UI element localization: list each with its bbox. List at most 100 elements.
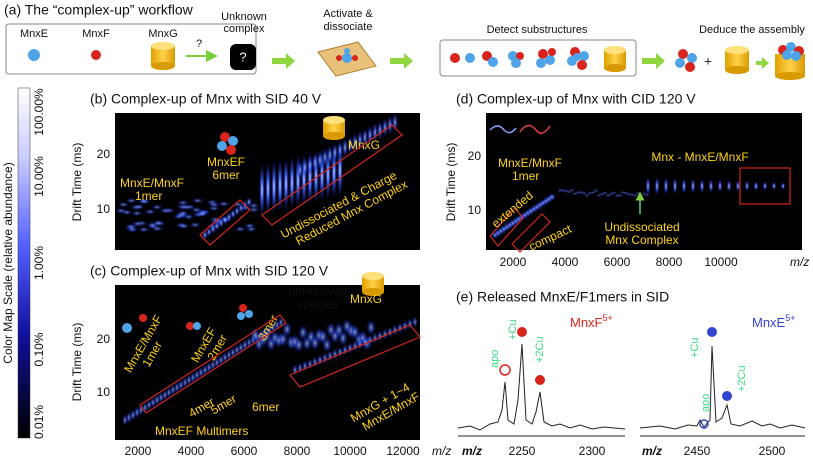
- annotation: Undissociated Mnx Complex: [604, 220, 679, 247]
- intensity-blob: [382, 328, 388, 340]
- intensity-blob: [357, 338, 363, 350]
- x-tick-label: 8000: [284, 444, 311, 458]
- region-outline: [739, 167, 791, 205]
- y-tick-label: 10: [468, 203, 482, 217]
- intensity-blob: [366, 319, 376, 336]
- icon: [186, 322, 194, 330]
- intensity-blob: [569, 188, 575, 193]
- intensity-blob: [654, 176, 660, 196]
- intensity-blob: [681, 177, 687, 195]
- y-tick-label: 20: [468, 149, 482, 163]
- colorbar-tick-label: 0.10%: [32, 332, 46, 366]
- x-tick-label: 10000: [333, 444, 367, 458]
- intensity-blob: [322, 336, 332, 353]
- intensity-blob: [307, 155, 313, 175]
- intensity-blob: [277, 157, 283, 214]
- intensity-blob: [322, 147, 328, 168]
- intensity-blob: [259, 162, 265, 218]
- y-tick-label: 10: [97, 202, 111, 216]
- label: MnxF: [82, 28, 110, 40]
- intensity-blob: [753, 180, 759, 192]
- mnxg-icon: [151, 42, 175, 70]
- activation-plate: [317, 41, 377, 77]
- annotation: +2Cu: [534, 336, 546, 363]
- intensity-blob: [317, 150, 323, 170]
- panel-title: (c) Complex-up of Mnx with SID 120 V: [90, 263, 329, 279]
- input-box: [5, 23, 257, 75]
- intensity-blob: [297, 160, 303, 180]
- intensity-blob: [312, 356, 318, 368]
- arrow: [390, 53, 413, 69]
- colorbar: Color Map Scale (relative abundance) 100…: [1, 87, 46, 439]
- intensity-blob: [690, 178, 696, 194]
- intensity-blob: [196, 211, 209, 218]
- label: MnxE: [20, 28, 48, 40]
- intensity-blob: [243, 222, 256, 229]
- colorbar-label: Color Map Scale (relative abundance): [1, 162, 15, 363]
- icon: [193, 322, 201, 330]
- intensity-blob: [246, 197, 252, 207]
- intensity-blob: [218, 200, 231, 207]
- panel-title: (e) Released MnxE/F1mers in SID: [456, 289, 669, 305]
- intensity-blob: [137, 198, 150, 205]
- intensity-blob: [159, 207, 172, 214]
- y-axis-label: Drift Time (ms): [70, 323, 84, 402]
- intensity-blob: [362, 336, 368, 348]
- annotation: apo: [489, 350, 501, 368]
- icon: [245, 310, 253, 318]
- intensity-blob: [352, 132, 358, 153]
- icon: [499, 364, 511, 376]
- intensity-blob: [144, 208, 157, 215]
- arrow: [642, 53, 665, 69]
- intensity-blob: [762, 181, 768, 191]
- intensity-blob: [191, 197, 204, 204]
- y-tick-label: 10: [97, 385, 111, 399]
- chain-icon: [519, 124, 551, 134]
- intensity-blob: [342, 344, 348, 356]
- intensity-blob: [114, 207, 127, 214]
- species-label: MnxE5+: [752, 313, 796, 330]
- intensity-blob: [327, 145, 333, 165]
- region-outline: [489, 207, 524, 247]
- intensity-blob: [744, 180, 750, 192]
- annotation: unresolved species: [289, 284, 348, 311]
- icon: [239, 304, 247, 312]
- x-axis-label: m/z: [432, 444, 451, 458]
- arrow: [272, 53, 295, 69]
- intensity-blob: [338, 330, 348, 347]
- panel-e: (e) Released MnxE/F1mers in SID 2250 230…: [456, 289, 806, 458]
- intensity-blob: [644, 192, 650, 197]
- x-tick-label: 2000: [125, 444, 152, 458]
- icon: [699, 419, 709, 429]
- intensity-blob: [367, 334, 373, 346]
- intensity-blob: [717, 179, 723, 193]
- intensity-blob: [387, 115, 393, 135]
- intensity-blob: [189, 221, 202, 228]
- intensity-blob: [294, 336, 304, 353]
- spectrum-line: [457, 343, 626, 431]
- intensity-blob: [402, 320, 408, 332]
- colorbar-gradient: [17, 87, 31, 439]
- panel-title: (d) Complex-up of Mnx with CID 120 V: [456, 91, 696, 107]
- icon: [122, 323, 132, 333]
- intensity-blob: [317, 354, 323, 366]
- x-tick-label: 2450: [684, 444, 711, 458]
- intensity-blob: [387, 326, 393, 338]
- annotation: +2Cu: [736, 365, 748, 392]
- label: Detect substructures: [487, 24, 588, 36]
- icon: [722, 391, 732, 401]
- intensity-blob: [337, 346, 343, 358]
- intensity-blob: [234, 226, 247, 233]
- icon: [237, 312, 245, 320]
- heatmap-c: [115, 285, 420, 440]
- intensity-blob: [282, 321, 292, 338]
- intensity-blob: [302, 157, 308, 178]
- intensity-blob: [397, 322, 403, 334]
- intensity-blob: [392, 324, 398, 336]
- icon: [139, 314, 147, 322]
- intensity-blob: [337, 140, 343, 160]
- intensity-blob: [771, 181, 777, 191]
- intensity-blob: [125, 197, 138, 204]
